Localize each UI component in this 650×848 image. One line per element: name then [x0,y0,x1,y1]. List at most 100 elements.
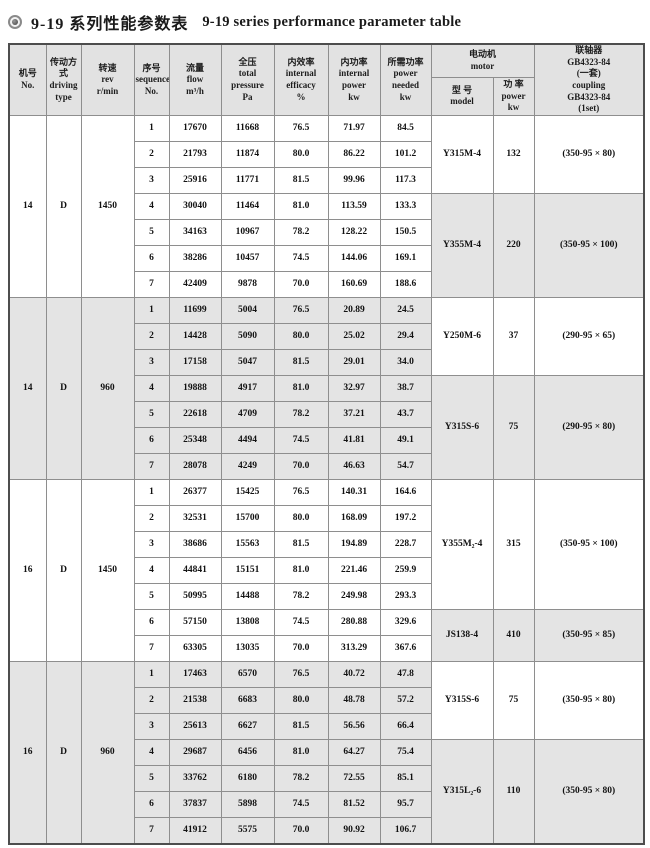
header-sequence: 序号 sequence No. [133,43,170,117]
driving-type-cell: D [45,661,82,845]
efficacy-cell: 76.5 [273,297,329,325]
table-row: 5 33762 6180 78.2 72.55 85.1 [9,765,644,793]
flow-cell: 50995 [168,583,222,611]
pressure-cell: 4709 [220,401,275,429]
sequence-cell: 2 [133,141,170,169]
flow-cell: 21793 [168,141,222,169]
flow-cell: 37837 [168,791,222,819]
sequence-cell: 5 [133,219,170,247]
internal-power-cell: 221.46 [327,557,381,585]
flow-cell: 11699 [168,297,222,325]
header-driving-type: 传动方式 driving type [45,43,82,117]
table-row: 16 D 1450 1 26377 15425 76.5 140.31 164.6 Y355M₂-… [8,479,645,663]
pressure-cell: 5047 [220,349,275,377]
sequence-cell: 4 [133,375,170,403]
power-needed-cell: 133.3 [379,193,432,221]
table-row: 6 57150 13808 74.5 280.88 329.6 JS138-4 410 (350… [9,609,645,663]
power-needed-cell: 169.1 [379,245,432,273]
pressure-cell: 6456 [220,739,275,767]
table-row: 5 50995 14488 78.2 249.98 293.3 [9,583,644,611]
flow-cell: 38686 [168,531,222,559]
motor-model-cell: Y315M-4 [430,115,494,195]
driving-type-cell: D [45,297,82,481]
motor-power-cell: 315 [492,479,535,611]
pressure-cell: 10457 [220,245,275,273]
efficacy-cell: 81.5 [273,713,329,741]
flow-cell: 25613 [168,713,222,741]
coupling-cell: (350-95 × 80) [533,661,645,741]
power-needed-cell: 54.7 [379,453,432,481]
flow-cell: 29687 [168,739,222,767]
sequence-cell: 7 [133,271,170,299]
page-title-zh: 9-19 系列性能参数表 [31,16,189,33]
table-row: 4 29687 6456 81.0 64.27 75.4 Y315L₂-6 110 (350-9… [9,739,645,845]
table-row: 6 38286 10457 74.5 144.06 169.1 [9,245,644,273]
internal-power-cell: 144.06 [327,245,381,273]
efficacy-cell: 80.0 [273,687,329,715]
coupling-cell: (350-95 × 80) [533,739,645,845]
pressure-cell: 5575 [220,817,275,845]
flow-cell: 17463 [168,661,222,689]
sequence-cell: 5 [133,765,170,793]
power-needed-cell: 85.1 [379,765,432,793]
coupling-cell: (350-95 × 100) [533,193,645,299]
rev-cell: 960 [80,297,135,481]
table-row: 7 28078 4249 70.0 46.63 54.7 [9,453,644,481]
efficacy-cell: 70.0 [273,635,329,663]
efficacy-cell: 78.2 [273,583,329,611]
internal-power-cell: 168.09 [327,505,381,533]
internal-power-cell: 48.78 [327,687,381,715]
flow-cell: 22618 [168,401,222,429]
sequence-cell: 7 [133,817,170,845]
pressure-cell: 11464 [220,193,275,221]
motor-power-cell: 220 [492,193,535,299]
power-needed-cell: 95.7 [379,791,432,819]
pressure-cell: 6683 [220,687,275,715]
power-needed-cell: 66.4 [379,713,432,741]
sequence-cell: 2 [133,505,170,533]
coupling-cell: (350-95 × 100) [533,479,645,611]
internal-power-cell: 140.31 [327,479,381,507]
flow-cell: 17158 [168,349,222,377]
power-needed-cell: 34.0 [379,349,432,377]
motor-model-cell: Y315S-6 [430,375,494,481]
power-needed-cell: 293.3 [379,583,432,611]
internal-power-cell: 56.56 [327,713,381,741]
pressure-cell: 11668 [220,115,275,143]
internal-power-cell: 160.69 [327,271,381,299]
sequence-cell: 6 [133,427,170,455]
power-needed-cell: 150.5 [379,219,432,247]
flow-cell: 57150 [168,609,222,637]
flow-cell: 34163 [168,219,222,247]
power-needed-cell: 57.2 [379,687,432,715]
driving-type-cell: D [45,115,82,299]
motor-power-cell: 132 [492,115,535,195]
efficacy-cell: 78.2 [273,219,329,247]
power-needed-cell: 367.6 [379,635,432,663]
internal-power-cell: 90.92 [327,817,381,845]
table-row: 5 22618 4709 78.2 37.21 43.7 [9,401,644,429]
table-row: 2 21538 6683 80.0 48.78 57.2 [9,687,644,715]
coupling-cell: (350-95 × 85) [533,609,645,663]
table-row: 14 D 1450 1 17670 11668 76.5 71.97 84.5 Y315M-4 13… [8,115,645,299]
table-row: 6 37837 5898 74.5 81.52 95.7 [9,791,644,819]
page-title-en: 9-19 series performance parameter table [202,13,462,30]
header-coupling: 联轴器 GB4323-84 (一套) coupling GB4323-84 (1… [533,43,645,117]
efficacy-cell: 70.0 [273,271,329,299]
pressure-cell: 5004 [220,297,275,325]
efficacy-cell: 81.5 [273,531,329,559]
table-row: 7 42409 9878 70.0 160.69 188.6 [9,271,644,299]
machine-no-cell: 14 [8,297,47,481]
pressure-cell: 6627 [220,713,275,741]
sequence-cell: 6 [133,609,170,637]
coupling-cell: (350-95 × 80) [533,115,645,195]
flow-cell: 38286 [168,245,222,273]
table-row: 2 32531 15700 80.0 168.09 197.2 [9,505,644,533]
power-needed-cell: 84.5 [379,115,432,143]
power-needed-cell: 75.4 [379,739,432,767]
machine-no-cell: 16 [8,479,47,663]
power-needed-cell: 197.2 [379,505,432,533]
internal-power-cell: 46.63 [327,453,381,481]
table-row: 6 25348 4494 74.5 41.81 49.1 [9,427,644,455]
efficacy-cell: 74.5 [273,791,329,819]
